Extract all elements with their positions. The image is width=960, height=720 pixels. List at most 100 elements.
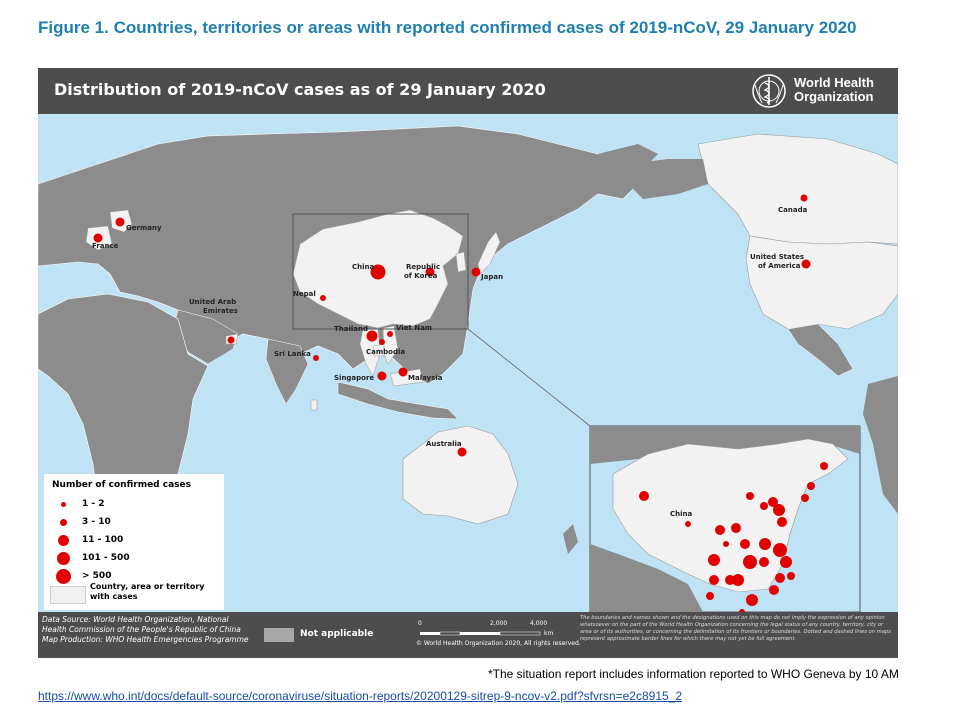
thailand-marker (366, 330, 378, 342)
province-marker (787, 572, 795, 580)
who-emblem-icon (752, 74, 786, 108)
korea-region (455, 251, 467, 273)
province-marker (760, 502, 768, 510)
scale-unit: km (544, 630, 554, 637)
source-line2: Health Commission of the People's Republ… (42, 625, 241, 634)
scale-max: 4,000 (530, 620, 548, 627)
thailand-label: Thailand (334, 325, 368, 333)
sri-lanka-marker (313, 355, 319, 361)
province-marker (709, 575, 719, 585)
scale-bar-graphic (420, 631, 541, 636)
new-zealand-landmass (563, 524, 578, 554)
malaysia-region (389, 368, 424, 387)
province-marker (706, 592, 714, 600)
inset-china-region (612, 438, 849, 593)
china-label: China (352, 263, 375, 271)
source-line3: Map Production: WHO Health Emergencies P… (42, 635, 249, 644)
legend-label: 1 - 2 (82, 499, 105, 509)
map-title: Distribution of 2019-nCoV cases as of 29… (54, 80, 546, 99)
germany-marker (115, 217, 125, 227)
source-link[interactable]: https://www.who.int/docs/default-source/… (38, 689, 683, 703)
legend-label: 3 - 10 (82, 517, 111, 527)
legend-swatch-cases (50, 586, 86, 604)
country-markers: Germany France United Arab Emirates Nepa… (92, 194, 811, 457)
data-source: Data Source: World Health Organization, … (42, 615, 249, 645)
legend-dot (60, 519, 67, 526)
source-line1: Data Source: World Health Organization, … (42, 615, 229, 624)
korea-marker (425, 267, 435, 277)
map-header: Distribution of 2019-nCoV cases as of 29… (38, 68, 898, 114)
france-marker (93, 233, 103, 243)
legend: Number of confirmed cases 1 - 2 3 - 10 1… (44, 474, 224, 610)
province-marker (746, 492, 754, 500)
vietnam-label: Viet Nam (396, 324, 432, 332)
world-map: Germany France United Arab Emirates Nepa… (38, 114, 898, 612)
disclaimer: The boundaries and names shown and the d… (580, 615, 891, 642)
scale-zero: 0 (418, 620, 422, 627)
province-marker (743, 555, 757, 569)
province-marker (820, 462, 828, 470)
legend-item: 1 - 2 (44, 496, 224, 514)
alaska-landmass (628, 159, 708, 199)
legend-item: 11 - 100 (44, 532, 224, 550)
legend-dot (61, 502, 66, 507)
who-logo-line2: Organization (794, 89, 874, 104)
zoom-connector (467, 328, 591, 427)
copyright: © World Health Organization 2020, All ri… (416, 640, 581, 647)
province-marker (807, 482, 815, 490)
nepal-marker (320, 295, 326, 301)
province-marker (715, 525, 725, 535)
japan-label: Japan (480, 273, 503, 281)
footnote: *The situation report includes informati… (488, 667, 899, 681)
cambodia-region (372, 343, 385, 357)
legend-label: > 500 (82, 571, 112, 581)
legend-dot (57, 552, 70, 565)
who-logo-line1: World Health (794, 75, 874, 90)
cambodia-marker (379, 339, 385, 345)
province-marker (746, 594, 758, 606)
sri-lanka-label: Sri Lanka (274, 350, 311, 358)
not-applicable-label: Not applicable (300, 629, 374, 639)
province-marker (708, 554, 720, 566)
japan-marker (471, 267, 481, 277)
canada-marker (800, 194, 808, 202)
legend-item: 101 - 500 (44, 550, 224, 568)
legend-swatch-line1: Country, area or territory (90, 582, 205, 591)
usa-marker (801, 259, 811, 269)
who-logo: World Health Organization (750, 73, 890, 109)
nepal-label: Nepal (293, 290, 316, 298)
province-marker (731, 523, 741, 533)
province-marker (801, 494, 809, 502)
legend-item: > 500 (44, 568, 224, 586)
usa-label-line2: of America (758, 262, 801, 270)
cambodia-label: Cambodia (366, 348, 405, 356)
uae-label-line2: Emirates (203, 307, 238, 315)
australia-label: Australia (426, 440, 462, 448)
australia-marker (457, 447, 467, 457)
malaysia-label: Malaysia (408, 374, 443, 382)
province-marker (740, 539, 750, 549)
scale-bar: 0 2,000 4,000 km © World Health Organiza… (416, 620, 581, 652)
inset-south-land (590, 544, 703, 612)
mexico-landmass (787, 323, 854, 377)
province-marker (780, 556, 792, 568)
singapore-marker (377, 371, 387, 381)
korea-label-line2: of Korea (404, 272, 438, 280)
scale-mid: 2,000 (490, 620, 508, 627)
canada-label: Canada (778, 206, 808, 214)
province-marker (723, 541, 729, 547)
malaysia-marker (398, 367, 408, 377)
australia-region (402, 425, 519, 525)
not-applicable-swatch (264, 628, 294, 642)
figure-title: Figure 1. Countries, territories or area… (38, 18, 857, 37)
zoom-box (292, 213, 469, 330)
usa-region (745, 235, 898, 330)
province-marker (759, 538, 771, 550)
map-footer: Data Source: World Health Organization, … (38, 612, 898, 658)
legend-label: 11 - 100 (82, 535, 124, 545)
province-marker (775, 573, 785, 583)
province-marker (759, 557, 769, 567)
china-marker (370, 264, 386, 280)
china-inset: China (589, 425, 861, 612)
legend-title: Number of confirmed cases (52, 480, 191, 490)
